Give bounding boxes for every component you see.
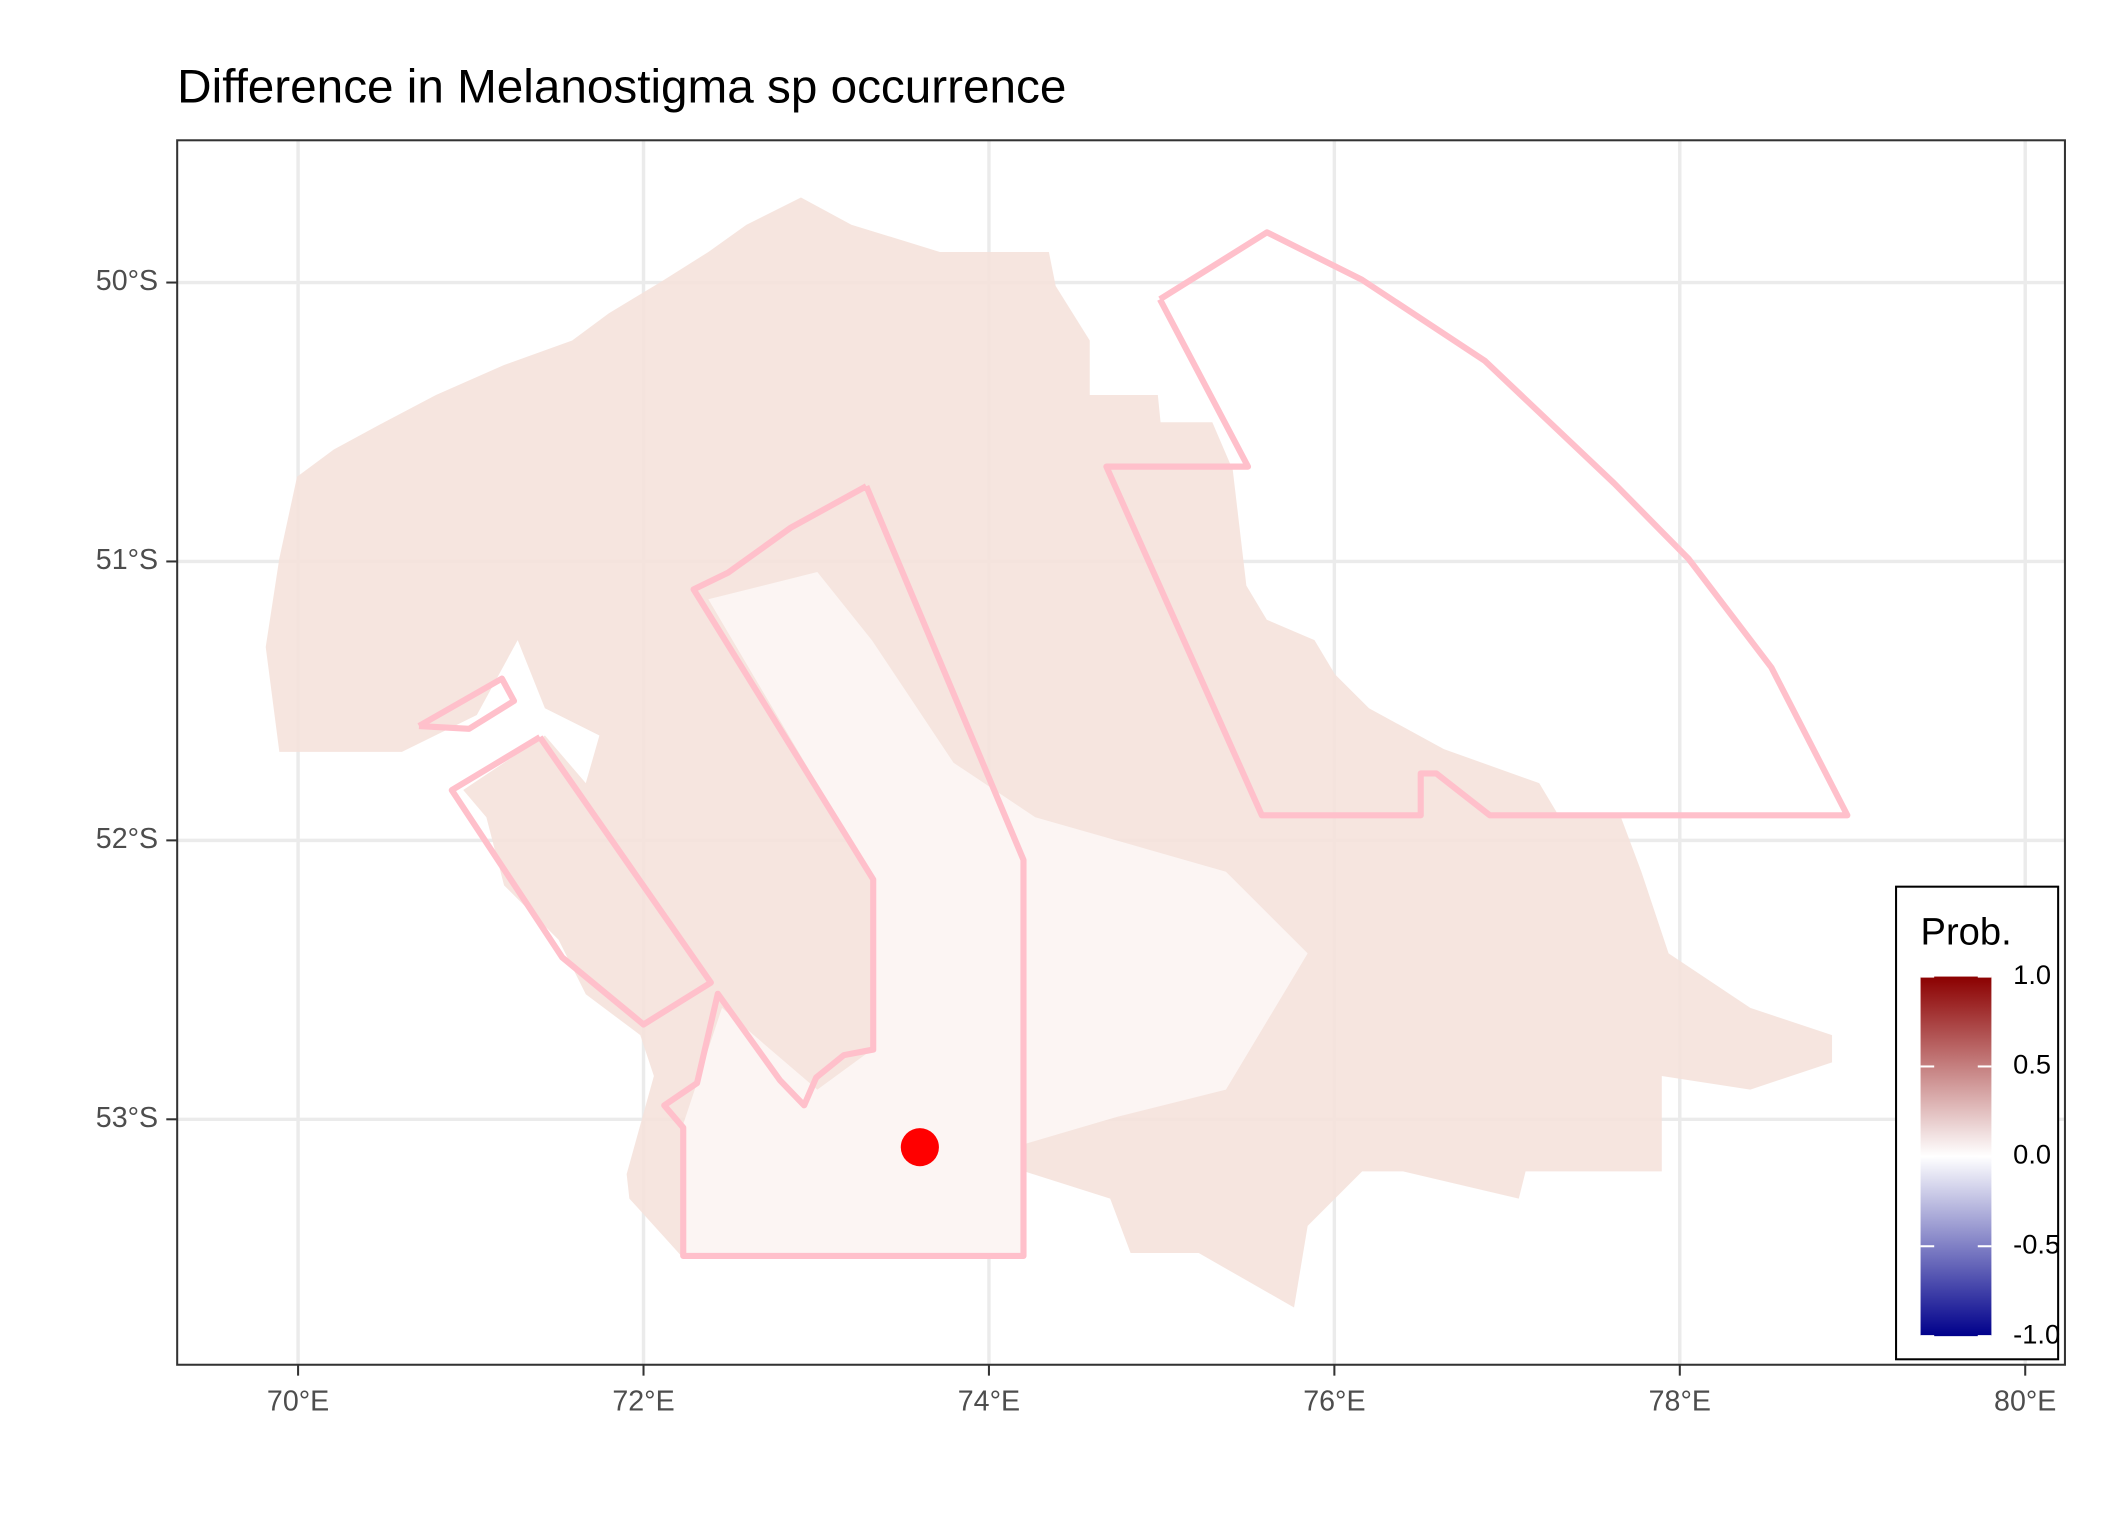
y-tick-label: 53°S	[96, 1102, 158, 1134]
y-tick-label: 52°S	[96, 823, 158, 855]
legend-tick-label: -0.5	[2013, 1228, 2060, 1259]
panel-border	[176, 139, 2066, 1366]
chart-title: Difference in Melanostigma sp occurrence	[177, 60, 1066, 113]
x-tick-label: 76°E	[1303, 1385, 1365, 1417]
x-tick-label: 72°E	[612, 1385, 674, 1417]
legend-tick-label: 0.0	[2013, 1139, 2051, 1170]
legend-title: Prob.	[1921, 910, 2012, 953]
y-tick-label: 51°S	[96, 544, 158, 576]
zone-outline	[1103, 229, 1851, 819]
raster-area	[265, 197, 1833, 1308]
zone-outline	[448, 734, 714, 1028]
zone-outline	[661, 483, 1027, 1260]
location-point	[900, 1128, 939, 1167]
raster-light-area	[681, 572, 1308, 1256]
x-tick-label: 74°E	[958, 1385, 1020, 1417]
x-tick-label: 70°E	[267, 1385, 329, 1417]
legend-tick-label: -1.0	[2013, 1318, 2060, 1349]
x-tick-label: 80°E	[1994, 1385, 2056, 1417]
zone-outline	[417, 675, 518, 732]
y-tick-label: 50°S	[96, 265, 158, 297]
legend-tick-label: 0.5	[2013, 1049, 2051, 1080]
legend-tick-label: 1.0	[2013, 959, 2051, 990]
x-tick-label: 78°E	[1649, 1385, 1711, 1417]
